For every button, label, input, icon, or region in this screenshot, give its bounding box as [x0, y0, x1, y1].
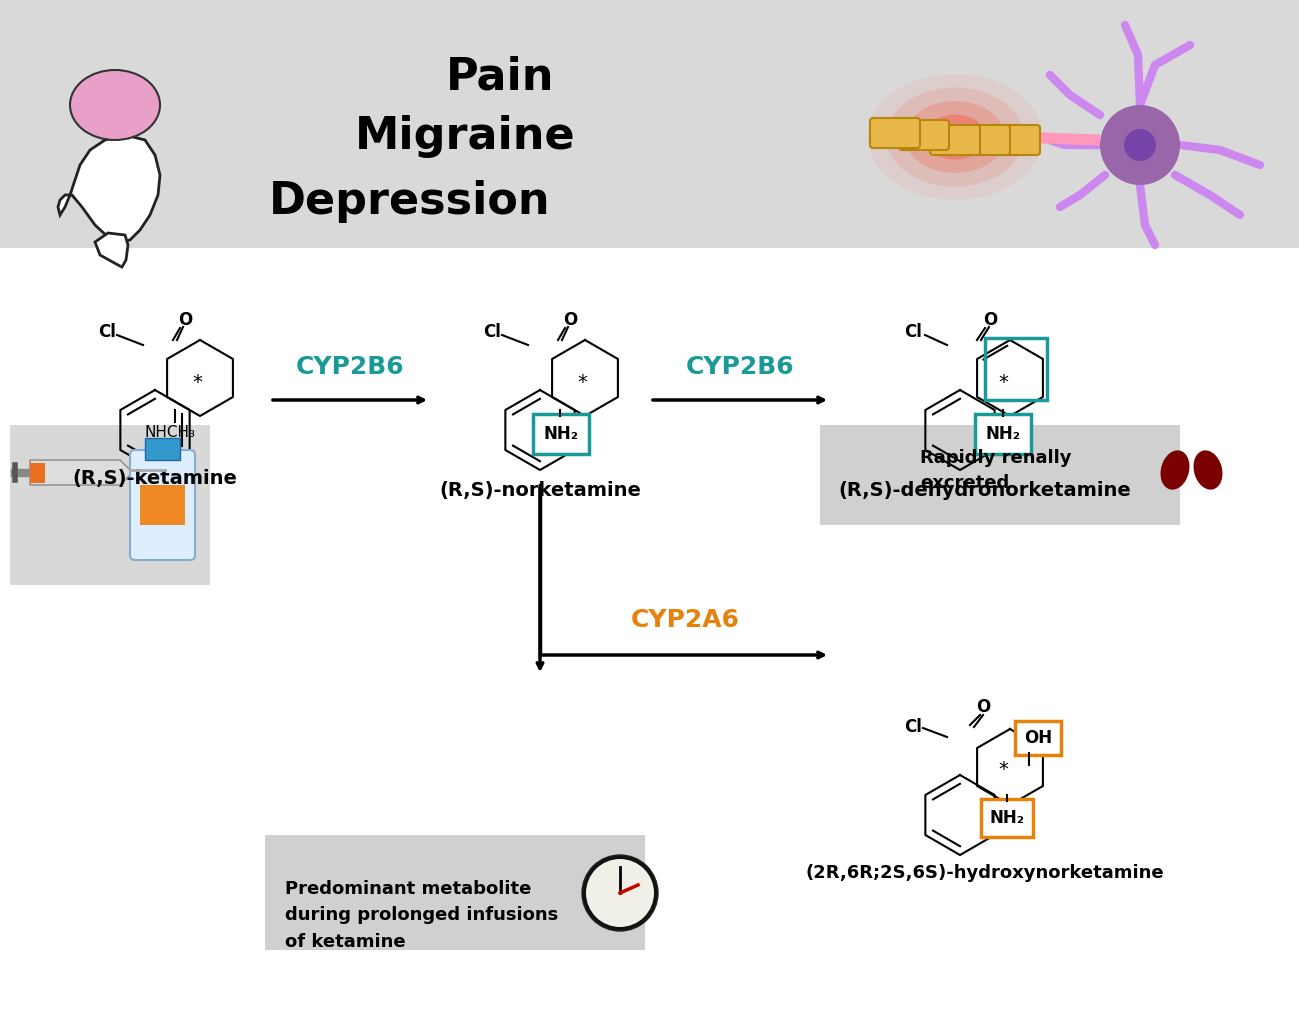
- Text: Depression: Depression: [269, 180, 551, 223]
- FancyBboxPatch shape: [899, 120, 950, 150]
- Text: Pain: Pain: [446, 55, 555, 98]
- Text: NH₂: NH₂: [986, 425, 1021, 443]
- FancyBboxPatch shape: [533, 414, 588, 454]
- Ellipse shape: [868, 74, 1043, 200]
- Circle shape: [586, 859, 653, 927]
- Ellipse shape: [1194, 451, 1222, 489]
- Text: O: O: [178, 311, 192, 329]
- Text: Cl: Cl: [483, 323, 501, 341]
- Text: CYP2A6: CYP2A6: [630, 608, 739, 632]
- Text: NHCH₃: NHCH₃: [144, 424, 196, 439]
- Text: *: *: [577, 373, 587, 392]
- Bar: [140, 485, 184, 525]
- Text: (R,S)-dehydronorketamine: (R,S)-dehydronorketamine: [839, 480, 1131, 499]
- Ellipse shape: [70, 70, 160, 140]
- Bar: [10, 425, 210, 585]
- Text: *: *: [192, 373, 201, 392]
- FancyBboxPatch shape: [990, 125, 1040, 155]
- Bar: [30, 463, 45, 483]
- FancyBboxPatch shape: [1015, 721, 1061, 755]
- Bar: [0, 0, 1299, 248]
- Bar: [145, 438, 181, 460]
- FancyBboxPatch shape: [870, 118, 920, 148]
- FancyBboxPatch shape: [976, 414, 1031, 454]
- Text: Cl: Cl: [97, 323, 116, 341]
- Text: NH₂: NH₂: [543, 425, 578, 443]
- FancyBboxPatch shape: [960, 125, 1011, 155]
- Text: O: O: [983, 311, 998, 329]
- Polygon shape: [95, 233, 129, 267]
- FancyBboxPatch shape: [130, 450, 195, 560]
- Text: NH₂: NH₂: [990, 809, 1025, 827]
- Text: CYP2B6: CYP2B6: [686, 355, 794, 379]
- Bar: [265, 835, 646, 950]
- Text: O: O: [976, 698, 990, 716]
- Ellipse shape: [924, 115, 986, 159]
- Text: CYP2B6: CYP2B6: [296, 355, 404, 379]
- Ellipse shape: [1100, 105, 1179, 185]
- Ellipse shape: [905, 102, 1005, 173]
- Polygon shape: [30, 460, 130, 485]
- Polygon shape: [58, 135, 160, 242]
- Circle shape: [582, 855, 659, 931]
- Text: Predominant metabolite
during prolonged infusions
of ketamine: Predominant metabolite during prolonged …: [284, 880, 559, 951]
- Text: OH: OH: [1024, 729, 1052, 747]
- Text: Migraine: Migraine: [355, 115, 575, 158]
- Text: (2R,6R;2S,6S)-hydroxynorketamine: (2R,6R;2S,6S)-hydroxynorketamine: [805, 864, 1164, 882]
- Text: O: O: [562, 311, 577, 329]
- Ellipse shape: [1160, 451, 1190, 489]
- FancyBboxPatch shape: [930, 125, 979, 155]
- Text: (R,S)-ketamine: (R,S)-ketamine: [73, 469, 238, 487]
- Text: (R,S)-norketamine: (R,S)-norketamine: [439, 480, 640, 499]
- Text: *: *: [998, 759, 1008, 779]
- FancyBboxPatch shape: [981, 799, 1033, 837]
- Text: Cl: Cl: [904, 323, 922, 341]
- Text: Cl: Cl: [904, 718, 922, 736]
- Ellipse shape: [1124, 129, 1156, 161]
- Text: *: *: [998, 373, 1008, 392]
- Bar: [820, 425, 1179, 525]
- Ellipse shape: [886, 87, 1024, 187]
- Text: Rapidly renally
excreted: Rapidly renally excreted: [920, 449, 1072, 491]
